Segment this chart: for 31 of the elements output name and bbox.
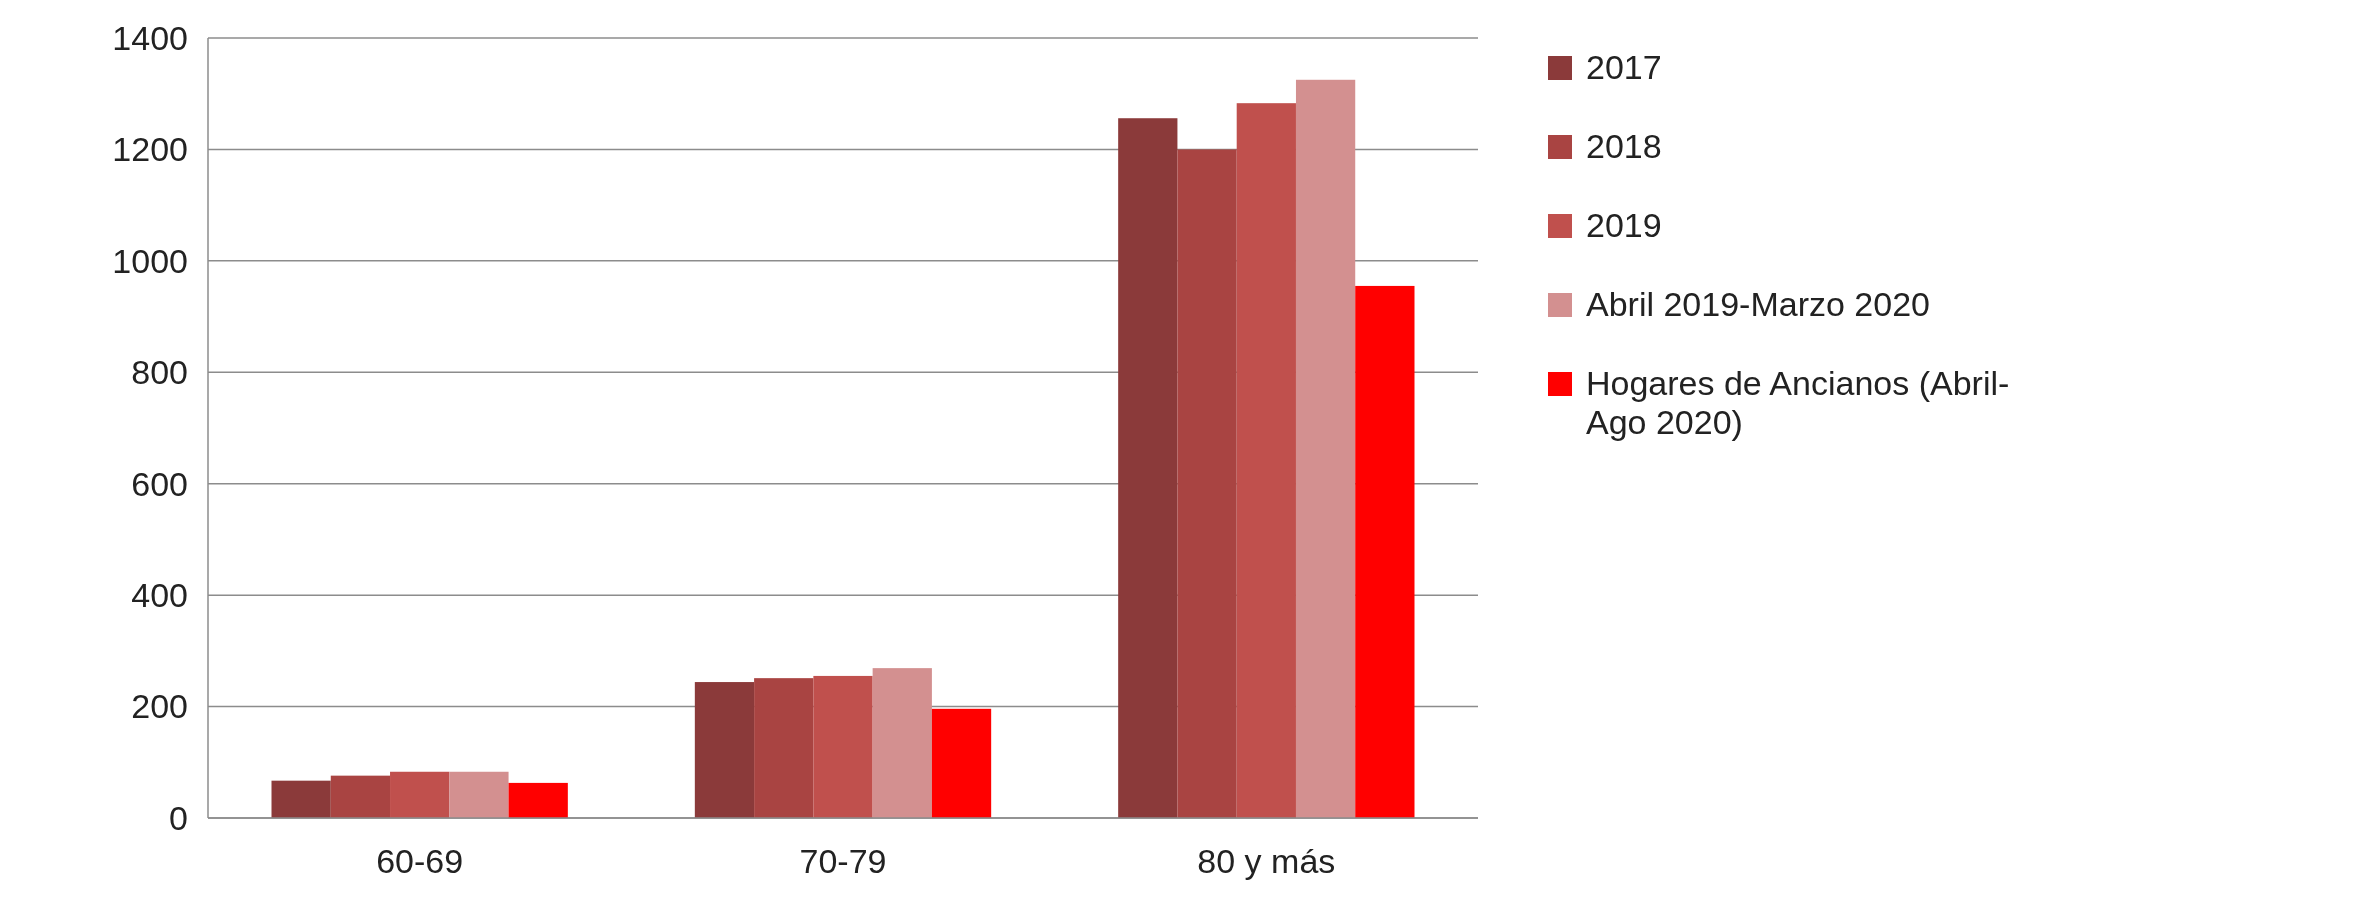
bar	[813, 675, 873, 818]
bar	[390, 771, 450, 818]
bar	[330, 775, 391, 818]
y-tick-label: 0	[169, 798, 188, 837]
y-tick-label: 1200	[112, 130, 188, 169]
bar	[1295, 79, 1356, 818]
y-tick-label: 600	[131, 464, 188, 503]
bar	[694, 682, 755, 818]
y-tick-label: 400	[131, 576, 188, 615]
bar	[271, 780, 331, 818]
legend-label: 2017	[1586, 48, 1662, 87]
bar	[1177, 149, 1237, 818]
legend-label: Abril 2019-Marzo 2020	[1586, 285, 1930, 324]
legend-label: 2018	[1586, 127, 1662, 166]
bar	[1118, 118, 1178, 818]
legend-label: Hogares de Ancianos (Abril- Ago 2020)	[1586, 364, 2011, 442]
bar	[1236, 103, 1296, 818]
y-tick-label: 1000	[112, 241, 188, 280]
y-tick-label: 1400	[112, 18, 188, 57]
bar	[449, 771, 509, 818]
bar	[754, 678, 814, 818]
x-tick-label: 70-79	[799, 842, 887, 880]
legend-label: 2019	[1586, 206, 1662, 245]
bar	[1355, 285, 1415, 818]
bar	[872, 668, 932, 818]
bar	[508, 782, 568, 818]
y-tick-label: 200	[131, 687, 188, 726]
x-tick-label: 60-69	[376, 842, 464, 880]
x-tick-label: 80 y más	[1197, 842, 1336, 880]
bar	[931, 708, 992, 818]
y-tick-label: 800	[131, 353, 188, 392]
